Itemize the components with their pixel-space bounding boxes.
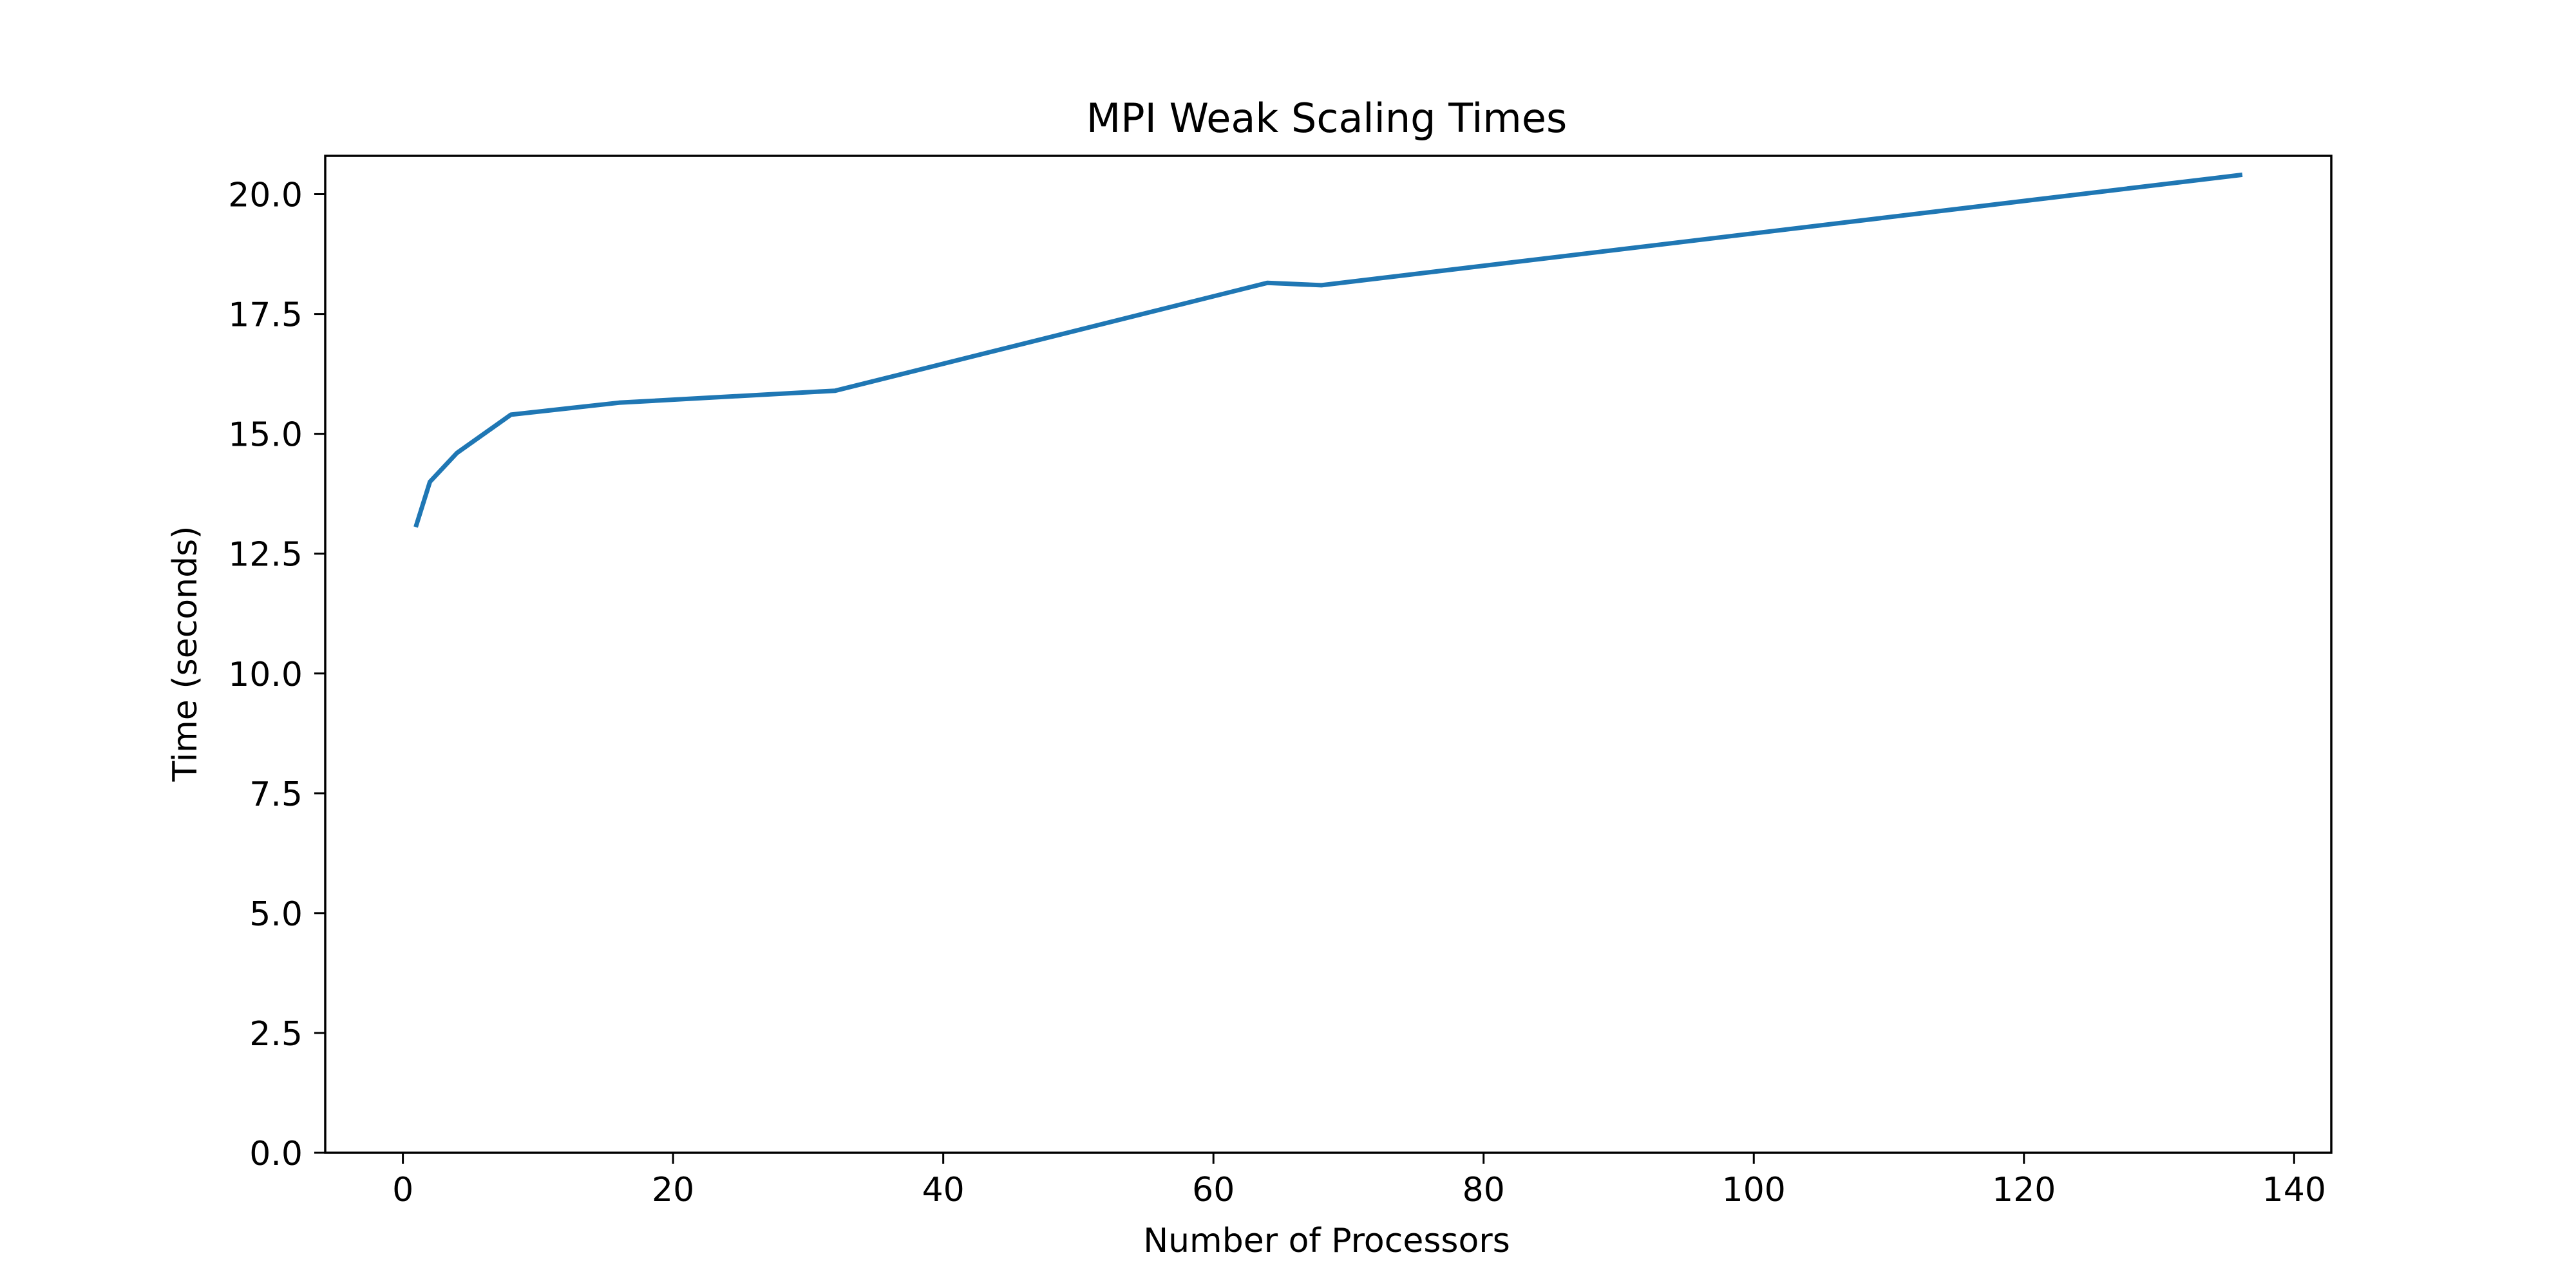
y-tick-label: 7.5 — [249, 775, 303, 814]
x-tick-label: 40 — [922, 1171, 965, 1209]
x-axis-label: Number of Processors — [1143, 1222, 1510, 1260]
y-tick-label: 15.0 — [228, 416, 303, 455]
y-tick-label: 2.5 — [249, 1015, 303, 1054]
y-tick-label: 0.0 — [249, 1135, 303, 1173]
x-tick-label: 120 — [1992, 1171, 2056, 1209]
y-axis-label: Time (seconds) — [166, 526, 205, 782]
y-tick-label: 12.5 — [228, 536, 303, 574]
plot-data — [413, 172, 2243, 528]
y-tick-label: 20.0 — [228, 176, 303, 215]
plot-area-frame — [324, 155, 2333, 1154]
y-tick-label: 5.0 — [249, 895, 303, 934]
y-tick-label: 10.0 — [228, 656, 303, 694]
axis-ticks: 0 20 40 60 80 100 120 140 0.0 2.5 5.0 7.5 10.0 12.5 15… — [228, 176, 2326, 1209]
x-tick-label: 140 — [2262, 1171, 2326, 1209]
x-tick-label: 60 — [1192, 1171, 1235, 1209]
x-tick-label: 20 — [652, 1171, 694, 1209]
chart-title: MPI Weak Scaling Times — [1086, 95, 1567, 142]
x-tick-label: 100 — [1722, 1171, 1786, 1209]
x-tick-label: 80 — [1463, 1171, 1505, 1209]
y-tick-label: 17.5 — [228, 296, 303, 335]
x-tick-label: 0 — [392, 1171, 413, 1209]
series-line — [413, 172, 2243, 528]
